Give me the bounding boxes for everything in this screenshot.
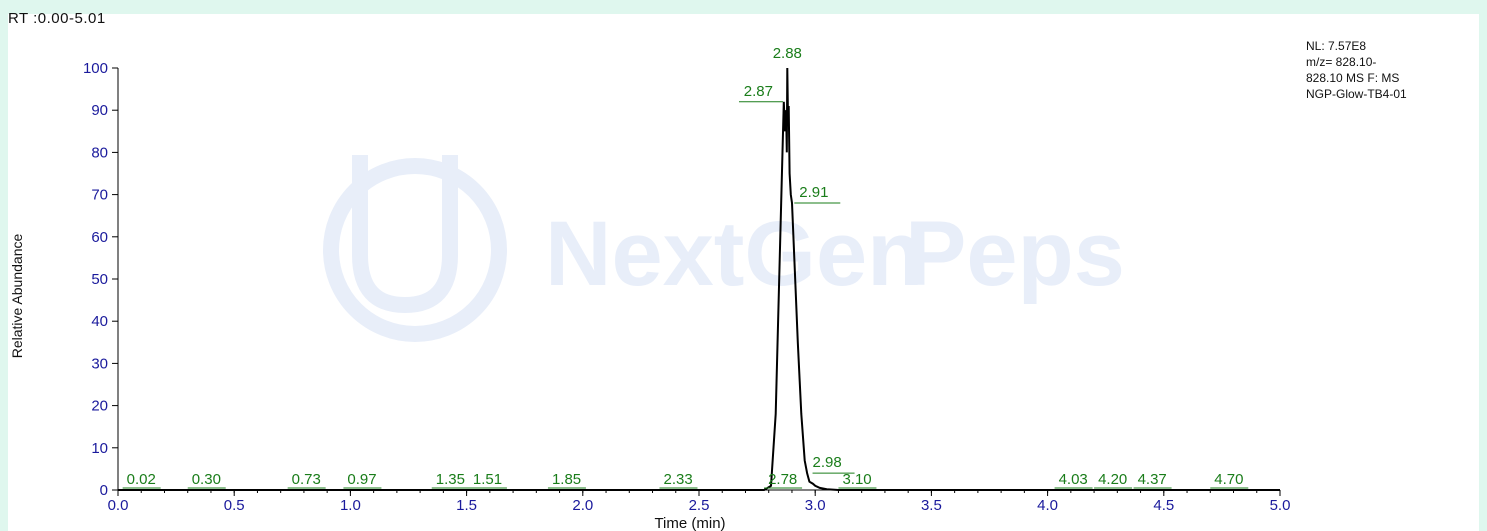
- x-tick-label: 4.0: [1037, 497, 1058, 514]
- y-tick-label: 20: [91, 398, 108, 415]
- info-line-nl: NL: 7.57E8: [1306, 39, 1366, 53]
- x-tick-label: 2.0: [572, 497, 593, 514]
- y-tick-label: 60: [91, 229, 108, 246]
- info-line-mz: m/z= 828.10-: [1306, 55, 1376, 69]
- x-tick-label: 1.5: [456, 497, 477, 514]
- info-line-sample: NGP-Glow-TB4-01: [1306, 87, 1407, 101]
- peak-label: 2.78: [768, 471, 797, 488]
- x-tick-label: 1.0: [340, 497, 361, 514]
- x-tick-label: 3.0: [805, 497, 826, 514]
- x-tick-label: 3.5: [921, 497, 942, 514]
- x-tick-label: 4.5: [1153, 497, 1174, 514]
- x-axis-title: Time (min): [654, 515, 725, 531]
- peak-label: 1.35: [436, 471, 465, 488]
- y-tick-label: 90: [91, 102, 108, 119]
- peak-label: 4.37: [1138, 471, 1167, 488]
- y-tick-label: 40: [91, 313, 108, 330]
- peak-label: 0.97: [347, 471, 376, 488]
- x-tick-label: 2.5: [689, 497, 710, 514]
- info-line-filter: 828.10 MS F: MS: [1306, 71, 1399, 85]
- y-tick-label: 50: [91, 271, 108, 288]
- peak-label: 4.03: [1059, 471, 1088, 488]
- peak-label: 2.33: [663, 471, 692, 488]
- watermark-brand-bold: NextGen: [545, 203, 923, 305]
- y-tick-label: 70: [91, 187, 108, 204]
- peak-label: 0.73: [292, 471, 321, 488]
- peak-label: 2.91: [799, 184, 828, 201]
- watermark-brand-light: Peps: [905, 203, 1125, 305]
- peak-label: 2.98: [813, 454, 842, 471]
- x-tick-label: 0.0: [108, 497, 129, 514]
- x-axis-ticks: 0.0 0.5 1.0 1.5 2.0 2.5 3.0 3.5 4.0 4.5 5.0: [108, 490, 1291, 514]
- scan-info-box: NL: 7.57E8 m/z= 828.10- 828.10 MS F: MS …: [1306, 39, 1407, 101]
- y-tick-label: 30: [91, 355, 108, 372]
- peak-label: 3.10: [842, 471, 871, 488]
- y-tick-label: 80: [91, 144, 108, 161]
- x-tick-label: 0.5: [224, 497, 245, 514]
- peak-label: 2.87: [744, 83, 773, 100]
- peak-label: 4.70: [1214, 471, 1243, 488]
- peak-label: 0.02: [127, 471, 156, 488]
- y-tick-label: 10: [91, 440, 108, 457]
- y-axis-title: Relative Abundance: [9, 234, 25, 359]
- y-tick-label: 100: [83, 60, 108, 77]
- x-tick-label: 5.0: [1270, 497, 1291, 514]
- nextgenpeps-watermark: NextGen Peps: [331, 155, 1125, 334]
- peak-label: 0.30: [192, 471, 221, 488]
- peak-label: 1.51: [473, 471, 502, 488]
- peak-label: 1.85: [552, 471, 581, 488]
- peak-label: 4.20: [1098, 471, 1127, 488]
- peak-label: 2.88: [773, 45, 802, 62]
